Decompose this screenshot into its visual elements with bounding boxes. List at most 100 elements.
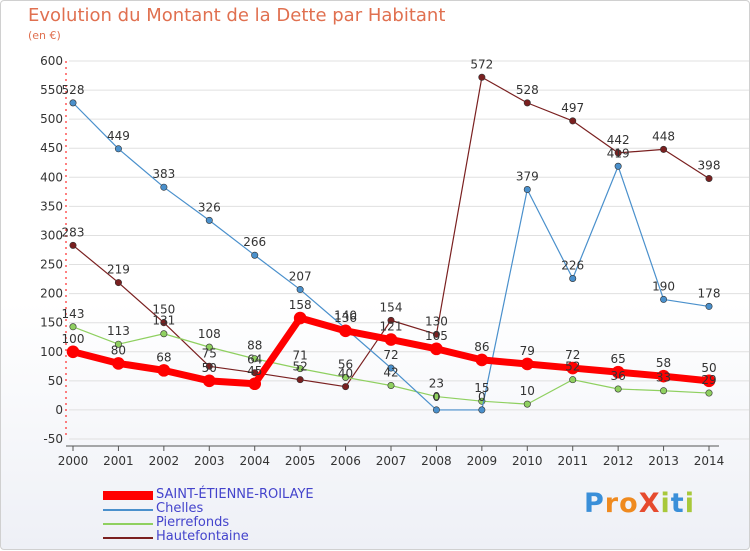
data-label: 86 xyxy=(474,340,489,354)
data-point xyxy=(296,376,304,384)
data-point xyxy=(478,406,486,414)
legend-swatch-hautefontaine xyxy=(103,537,153,539)
data-point xyxy=(387,316,395,324)
data-label: 130 xyxy=(425,314,448,328)
data-label: 100 xyxy=(62,332,85,346)
data-label: 80 xyxy=(111,343,126,357)
data-point xyxy=(69,99,77,107)
x-tick-label: 2003 xyxy=(194,454,225,468)
logo-letter: r xyxy=(604,488,620,519)
data-label: 140 xyxy=(334,309,357,323)
data-point xyxy=(112,357,125,370)
data-label: 33 xyxy=(656,371,671,385)
data-label: 190 xyxy=(652,279,675,293)
data-label: 419 xyxy=(607,146,630,160)
data-point xyxy=(114,145,122,153)
data-label: 150 xyxy=(152,303,175,317)
x-tick-label: 2014 xyxy=(694,454,725,468)
data-label: 572 xyxy=(470,57,493,71)
data-label: 36 xyxy=(611,369,626,383)
logo-letter: i xyxy=(684,488,695,519)
data-point xyxy=(69,241,77,249)
data-label: 131 xyxy=(152,314,175,328)
data-label: 178 xyxy=(698,286,721,300)
data-point xyxy=(251,369,259,377)
data-label: 68 xyxy=(156,350,171,364)
data-point xyxy=(705,389,713,397)
data-label: 75 xyxy=(202,346,217,360)
data-label: 65 xyxy=(611,352,626,366)
data-point xyxy=(160,319,168,327)
data-point xyxy=(660,295,668,303)
data-point xyxy=(339,324,352,338)
data-point xyxy=(523,186,531,194)
y-tick-label: 50 xyxy=(48,374,63,388)
data-label: 50 xyxy=(202,361,217,375)
data-point xyxy=(566,361,580,375)
logo-letter: o xyxy=(619,488,639,519)
data-label: 158 xyxy=(289,298,312,312)
data-label: 64 xyxy=(247,353,262,367)
logo-letter: t xyxy=(670,488,685,519)
x-tick-label: 2009 xyxy=(467,454,498,468)
x-tick-label: 2002 xyxy=(149,454,180,468)
data-label: 207 xyxy=(289,270,312,284)
x-tick-label: 2001 xyxy=(103,454,134,468)
data-point xyxy=(569,376,577,384)
y-tick-label: 200 xyxy=(40,287,63,301)
data-label: 528 xyxy=(62,83,85,97)
data-label: 528 xyxy=(516,83,539,97)
data-label: 10 xyxy=(520,384,535,398)
data-point xyxy=(205,216,213,224)
data-point xyxy=(614,149,622,157)
data-point xyxy=(569,274,577,282)
y-tick-label: 0 xyxy=(55,403,63,417)
y-tick-label: 550 xyxy=(40,83,63,97)
data-label: 72 xyxy=(383,348,398,362)
data-label: 226 xyxy=(561,258,584,272)
data-point xyxy=(523,99,531,107)
x-tick-label: 2010 xyxy=(512,454,543,468)
x-tick-label: 2008 xyxy=(421,454,452,468)
data-label: 219 xyxy=(107,263,130,277)
data-label: 79 xyxy=(520,344,535,358)
data-label: 0 xyxy=(478,390,486,404)
y-tick-label: 150 xyxy=(40,316,63,330)
data-label: 52 xyxy=(565,360,580,374)
legend-label-saint-etienne: SAINT-ÉTIENNE-ROILAYE xyxy=(156,487,314,502)
data-point xyxy=(384,333,398,346)
data-label: 266 xyxy=(243,235,266,249)
logo-letter: X xyxy=(638,488,661,519)
data-point xyxy=(205,343,213,351)
data-point xyxy=(114,279,122,287)
data-point xyxy=(432,406,440,414)
data-point xyxy=(614,162,622,170)
data-point xyxy=(430,342,443,356)
data-label: 497 xyxy=(561,101,584,115)
data-label: 23 xyxy=(429,377,444,391)
data-point xyxy=(248,377,262,391)
data-point xyxy=(660,387,668,395)
x-tick-label: 2006 xyxy=(330,454,361,468)
axis-layer: -500501001502002503003504004505005506002… xyxy=(40,54,724,468)
y-tick-label: 600 xyxy=(40,54,63,68)
y-tick-label: 350 xyxy=(40,199,63,213)
data-point xyxy=(205,362,213,370)
data-point xyxy=(251,355,259,363)
data-point xyxy=(432,393,440,401)
data-label: 398 xyxy=(698,158,721,172)
x-tick-label: 2004 xyxy=(239,454,270,468)
data-point xyxy=(296,286,304,294)
data-label: 71 xyxy=(293,349,308,363)
data-point xyxy=(160,183,168,191)
legend-label-pierrefonds: Pierrefonds xyxy=(156,515,230,530)
x-tick-label: 2000 xyxy=(58,454,89,468)
data-label: 108 xyxy=(198,327,221,341)
data-label: 72 xyxy=(565,348,580,362)
data-label: 154 xyxy=(380,300,403,314)
data-point xyxy=(342,373,350,381)
data-point xyxy=(523,400,531,408)
data-label: 15 xyxy=(474,381,489,395)
data-point xyxy=(202,374,216,388)
